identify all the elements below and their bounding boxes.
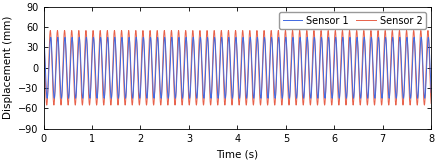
Sensor 2: [271, 66, 276, 68]
X-axis label: Time (s): Time (s): [216, 149, 258, 159]
Y-axis label: Displacement (mm): Displacement (mm): [3, 16, 13, 120]
Line: Sensor 1: Sensor 1: [44, 37, 431, 98]
Sensor 2: [181, 67, 187, 69]
Sensor 1: [60, 70, 66, 72]
Sensor 1: [41, 36, 46, 38]
Line: Sensor 2: Sensor 2: [44, 30, 431, 105]
Sensor 2: [328, 95, 333, 97]
Sensor 1: [287, 94, 292, 96]
Legend: Sensor 1, Sensor 2: Sensor 1, Sensor 2: [279, 12, 427, 29]
Sensor 2: [251, 104, 256, 106]
Sensor 2: [41, 32, 46, 34]
Sensor 1: [349, 65, 354, 67]
Sensor 2: [60, 58, 66, 60]
Sensor 2: [349, 78, 354, 80]
Sensor 2: [429, 102, 434, 104]
Sensor 1: [271, 57, 276, 58]
Sensor 2: [287, 94, 292, 96]
Sensor 1: [130, 97, 135, 99]
Sensor 1: [181, 76, 187, 78]
Sensor 1: [429, 92, 434, 93]
Sensor 2: [340, 29, 345, 31]
Sensor 1: [328, 82, 333, 84]
